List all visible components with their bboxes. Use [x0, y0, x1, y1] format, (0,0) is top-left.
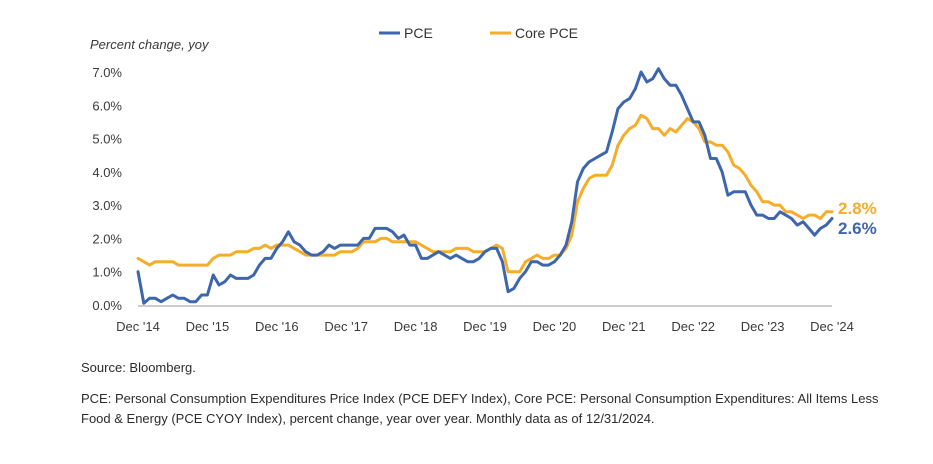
- end-label-pce: 2.6%: [838, 219, 877, 238]
- y-axis-ticks: 0.0% 1.0% 2.0% 3.0% 4.0% 5.0% 6.0% 7.0%: [92, 65, 122, 313]
- x-tick-label: Dec '24: [810, 319, 854, 334]
- x-tick-label: Dec '22: [671, 319, 715, 334]
- y-tick-label: 6.0%: [92, 98, 122, 113]
- x-tick-label: Dec '20: [533, 319, 577, 334]
- x-tick-label: Dec '15: [186, 319, 230, 334]
- series-line-pce: [136, 67, 834, 305]
- end-labels: 2.6%2.8%: [838, 199, 877, 238]
- legend: PCE Core PCE: [379, 25, 578, 41]
- y-tick-label: 4.0%: [92, 165, 122, 180]
- legend-label-pce: PCE: [404, 25, 433, 41]
- end-label-core-pce: 2.8%: [838, 199, 877, 218]
- x-tick-label: Dec '14: [116, 319, 160, 334]
- x-tick-label: Dec '21: [602, 319, 646, 334]
- y-axis-label: Percent change, yoy: [90, 37, 210, 52]
- series-lines: [136, 67, 834, 305]
- legend-label-core-pce: Core PCE: [515, 25, 578, 41]
- y-tick-label: 7.0%: [92, 65, 122, 80]
- x-tick-label: Dec '17: [324, 319, 368, 334]
- x-tick-label: Dec '16: [255, 319, 299, 334]
- x-tick-label: Dec '18: [394, 319, 438, 334]
- y-tick-label: 3.0%: [92, 198, 122, 213]
- y-tick-label: 1.0%: [92, 265, 122, 280]
- x-axis-ticks: Dec '14 Dec '15 Dec '16 Dec '17 Dec '18 Dec '…: [116, 319, 854, 334]
- x-tick-label: Dec '23: [741, 319, 785, 334]
- y-tick-label: 2.0%: [92, 231, 122, 246]
- y-tick-label: 0.0%: [92, 298, 122, 313]
- x-tick-label: Dec '19: [463, 319, 507, 334]
- y-tick-label: 5.0%: [92, 132, 122, 147]
- pce-line-chart: Percent change, yoy PCE Core PCE 0.0% 1.0…: [90, 25, 877, 334]
- source-note: Source: Bloomberg.: [81, 360, 196, 375]
- footnote: PCE: Personal Consumption Expenditures P…: [81, 391, 879, 426]
